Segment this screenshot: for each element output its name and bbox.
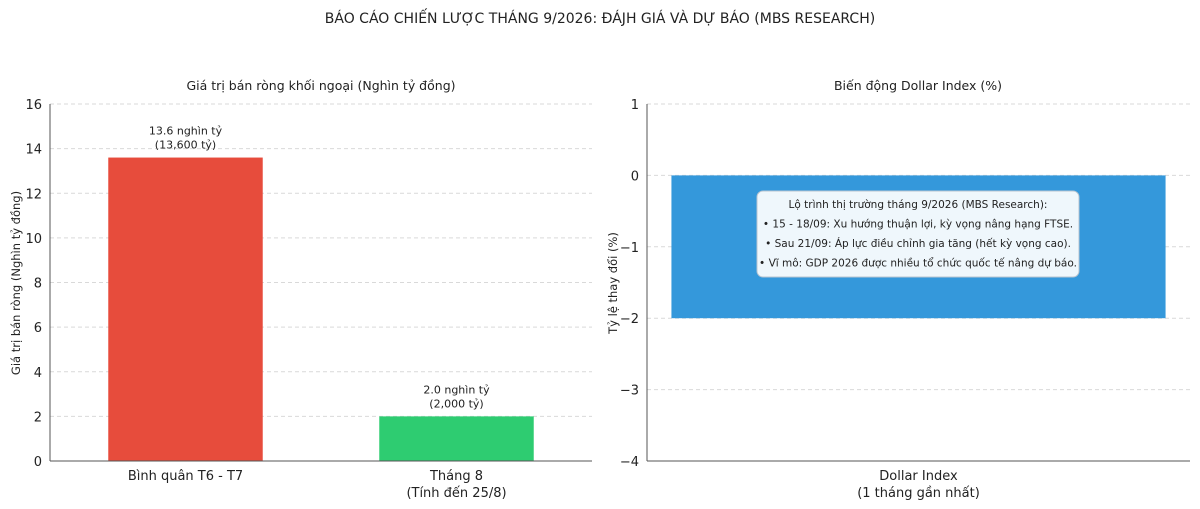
chart-net-selling: Giá trị bán ròng khối ngoại (Nghìn tỷ đồ… — [9, 78, 592, 501]
y-tick-label: −3 — [620, 384, 639, 399]
y-tick-label: 1 — [631, 98, 639, 113]
annotation-box-bg — [756, 190, 1080, 278]
chart2-annotation-box: Lộ trình thị trường tháng 9/2026 (MBS Re… — [756, 190, 1080, 278]
bar-data-label: 2.0 nghìn tỷ (2,000 tỷ) — [423, 383, 490, 410]
bar — [379, 416, 534, 461]
chart2-y-ticks: −4 −3 −2 −1 0 1 — [620, 98, 639, 470]
annotation-text: Lộ trình thị trường tháng 9/2026 (MBS Re… — [759, 199, 1077, 270]
x-category-label: Tháng 8 (Tính đến 25/8) — [406, 469, 506, 501]
chart1-categories: Bình quân T6 - T7 Tháng 8 (Tính đến 25/8) — [128, 469, 507, 501]
page-title: BÁO CÁO CHIẾN LƯỢC THÁNG 9/2026: ĐÁJH GI… — [325, 8, 875, 27]
y-tick-label: 8 — [34, 277, 42, 292]
y-tick-label: 0 — [631, 169, 639, 184]
bar — [108, 157, 263, 462]
y-tick-label: −2 — [620, 312, 639, 327]
y-tick-label: 0 — [34, 455, 42, 470]
y-tick-label: 10 — [25, 232, 42, 247]
y-tick-label: 2 — [34, 410, 42, 425]
y-tick-label: 6 — [34, 321, 42, 336]
chart-dollar-index: Biến động Dollar Index (%) Tỷ lệ thay đổ… — [606, 78, 1190, 501]
y-tick-label: 16 — [25, 98, 42, 113]
chart1-data-labels: 13.6 nghìn tỷ (13,600 tỷ) 2.0 nghìn tỷ (2,0… — [149, 125, 490, 411]
bar-data-label: 13.6 nghìn tỷ (13,600 tỷ) — [149, 125, 223, 152]
chart2-title: Biến động Dollar Index (%) — [834, 78, 1002, 93]
x-category-label: Dollar Index (1 tháng gần nhất) — [857, 469, 980, 501]
chart1-bars — [108, 157, 534, 462]
chart1-title: Giá trị bán ròng khối ngoại (Nghìn tỷ đồ… — [186, 78, 455, 93]
chart1-y-ticks: 0 2 4 6 8 10 12 14 16 — [25, 98, 42, 470]
y-tick-label: 12 — [25, 187, 42, 202]
chart1-y-axis-label: Giá trị bán ròng (Nghìn tỷ đồng) — [9, 191, 23, 375]
x-category-label: Bình quân T6 - T7 — [128, 469, 243, 484]
y-tick-label: −4 — [620, 455, 639, 470]
y-tick-label: 4 — [34, 366, 42, 381]
chart2-categories: Dollar Index (1 tháng gần nhất) — [857, 469, 980, 501]
chart2-y-axis-label: Tỷ lệ thay đổi (%) — [606, 232, 620, 335]
y-tick-label: −1 — [620, 241, 639, 256]
y-tick-label: 14 — [25, 143, 42, 158]
